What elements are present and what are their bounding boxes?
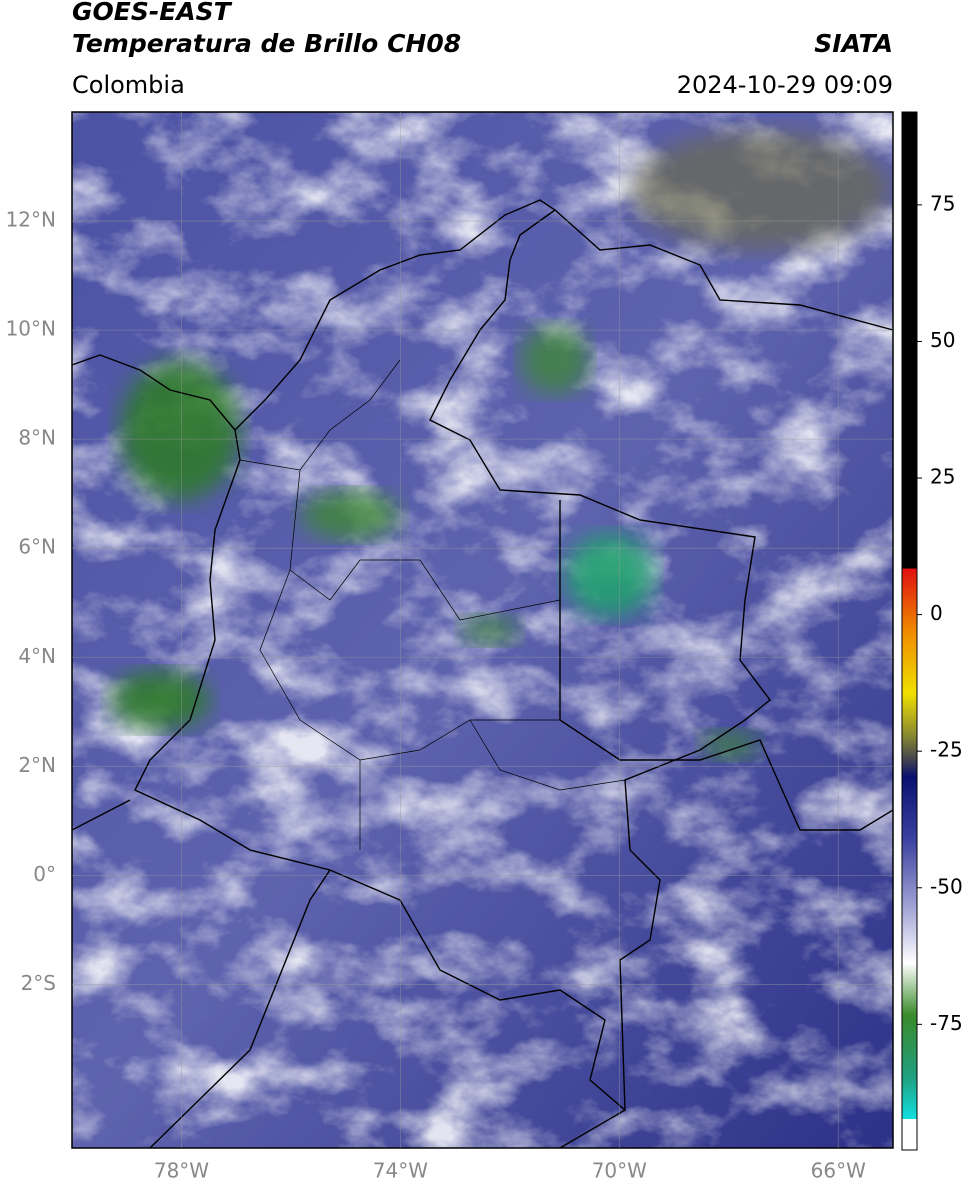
lon-tick-label: 78°W [154, 1159, 209, 1183]
lat-tick-label: 0° [33, 862, 56, 886]
colorbar-tick-label: 50 [930, 328, 955, 352]
colorbar-tick-label: 25 [930, 465, 955, 489]
lon-tick-label: 74°W [373, 1159, 428, 1183]
lat-tick-label: 2°S [21, 971, 56, 995]
source: SIATA [814, 29, 893, 58]
map-frame [71, 111, 894, 1149]
lat-tick-label: 8°N [18, 426, 56, 450]
title: GOES-EAST [72, 0, 233, 26]
map-image [72, 112, 893, 1148]
lat-tick-label: 2°N [18, 753, 56, 777]
lon-tick-label: 70°W [592, 1159, 647, 1183]
subtitle: Temperatura de Brillo CH08 [72, 29, 461, 58]
lat-tick-label: 4°N [18, 644, 56, 668]
colorbar [901, 111, 918, 1151]
region: Colombia [72, 71, 185, 99]
lat-tick-label: 6°N [18, 535, 56, 559]
colorbar-tick-label: -25 [930, 738, 963, 762]
lat-tick-label: 12°N [6, 208, 56, 232]
colorbar-tick-label: -50 [930, 874, 963, 898]
lat-tick-label: 10°N [6, 317, 56, 341]
lon-tick-label: 66°W [811, 1159, 866, 1183]
colorbar-tick-label: -75 [930, 1011, 963, 1035]
colorbar-tick-label: 0 [930, 601, 943, 625]
colorbar-tick-label: 75 [930, 191, 955, 215]
datetime: 2024-10-29 09:09 [677, 71, 893, 99]
